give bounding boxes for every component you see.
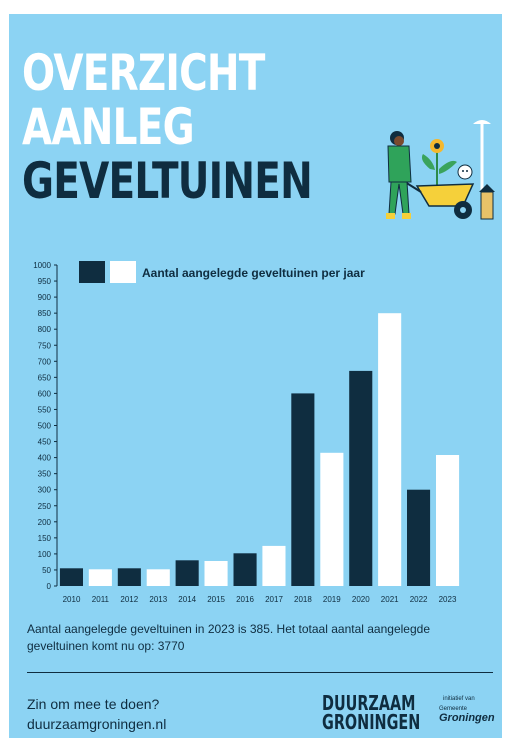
y-tick-label: 350 — [38, 470, 52, 479]
bar-2016 — [233, 553, 257, 586]
y-tick-label: 800 — [38, 325, 52, 334]
x-tick-label: 2020 — [352, 595, 370, 604]
bar-2023 — [436, 455, 460, 586]
cta-line-1: Zin om mee te doen? — [27, 696, 160, 712]
y-tick-label: 150 — [38, 534, 52, 543]
gardener-icon — [386, 131, 412, 219]
y-tick-label: 250 — [38, 502, 52, 511]
y-tick-label: 950 — [38, 277, 52, 286]
legend-swatch-light — [110, 261, 136, 283]
bar-2021 — [378, 313, 402, 586]
y-tick-label: 300 — [38, 486, 52, 495]
y-tick-label: 850 — [38, 309, 52, 318]
y-tick-label: 100 — [38, 550, 52, 559]
x-tick-label: 2023 — [439, 595, 457, 604]
x-tick-label: 2012 — [120, 595, 138, 604]
x-tick-label: 2010 — [63, 595, 81, 604]
logo-line-2: GRONINGEN — [322, 710, 421, 734]
gardener-wheelbarrow-illustration — [386, 120, 495, 220]
initiatief-label: initiatief van — [443, 696, 475, 702]
title-line-3: GEVELTUINEN — [22, 152, 313, 210]
x-tick-label: 2022 — [410, 595, 428, 604]
y-tick-label: 500 — [38, 422, 52, 431]
bar-2010 — [59, 568, 83, 586]
y-tick-label: 600 — [38, 389, 52, 398]
sunflower-icon — [421, 139, 457, 194]
bar-2019 — [320, 452, 344, 586]
bar-2015 — [204, 561, 228, 586]
bar-2012 — [117, 568, 141, 586]
y-tick-label: 50 — [42, 566, 51, 575]
bar-2022 — [407, 489, 431, 586]
logo-line-1: DUURZAAM — [322, 691, 416, 715]
y-tick-label: 450 — [38, 438, 52, 447]
duurzaam-groningen-logo: DUURZAAM GRONINGEN — [322, 691, 421, 734]
y-tick-label: 0 — [47, 582, 52, 591]
x-tick-label: 2011 — [92, 595, 110, 604]
gemeente-label: Gemeente — [439, 706, 468, 712]
bar-chart: 0 50 100 150 200 250 300 350 400 450 500 550 600 650 7… — [33, 261, 460, 604]
y-tick-label: 200 — [38, 518, 52, 527]
y-axis: 0 50 100 150 200 250 300 350 400 450 500 550 600 650 7… — [33, 261, 58, 591]
bar-2013 — [146, 569, 170, 586]
y-tick-label: 650 — [38, 373, 52, 382]
birdhouse-icon — [479, 184, 495, 220]
bar-2017 — [262, 545, 286, 586]
title-line-1: OVERZICHT — [22, 44, 265, 102]
y-tick-label: 1000 — [33, 261, 51, 270]
y-tick-label: 400 — [38, 454, 52, 463]
x-tick-label: 2018 — [294, 595, 312, 604]
wheelbarrow-icon — [404, 181, 475, 219]
x-tick-label: 2019 — [323, 595, 341, 604]
bar-2018 — [291, 393, 315, 586]
legend: Aantal aangelegde geveltuinen per jaar — [79, 261, 365, 283]
divider — [27, 672, 493, 673]
legend-swatch-dark — [79, 261, 105, 283]
x-tick-label: 2015 — [207, 595, 225, 604]
y-tick-label: 550 — [38, 405, 52, 414]
x-tick-label: 2021 — [381, 595, 399, 604]
bar-2014 — [175, 560, 199, 586]
dog-icon — [457, 164, 473, 180]
chart-title: Aantal aangelegde geveltuinen per jaar — [142, 266, 365, 280]
x-axis: 2010 2011 2012 2013 2014 2015 2016 2017 2018 2019… — [63, 595, 457, 604]
poster: OVERZICHT AANLEG GEVELTUINEN — [9, 14, 502, 738]
call-to-action: Zin om mee te doen? duurzaamgroningen.nl — [27, 694, 166, 734]
title-line-2: AANLEG — [22, 98, 195, 156]
gemeente-groningen-logo: Groningen — [439, 712, 495, 724]
x-tick-label: 2016 — [236, 595, 254, 604]
summary-text: Aantal aangelegde geveltuinen in 2023 is… — [27, 622, 430, 653]
x-tick-label: 2013 — [149, 595, 167, 604]
website-link[interactable]: duurzaamgroningen.nl — [27, 716, 167, 732]
bars — [59, 313, 460, 586]
bar-2011 — [88, 569, 112, 586]
y-tick-label: 750 — [38, 341, 52, 350]
bar-2020 — [349, 370, 373, 586]
x-tick-label: 2014 — [178, 595, 196, 604]
y-tick-label: 700 — [38, 357, 52, 366]
y-tick-label: 900 — [38, 293, 52, 302]
x-tick-label: 2017 — [265, 595, 283, 604]
